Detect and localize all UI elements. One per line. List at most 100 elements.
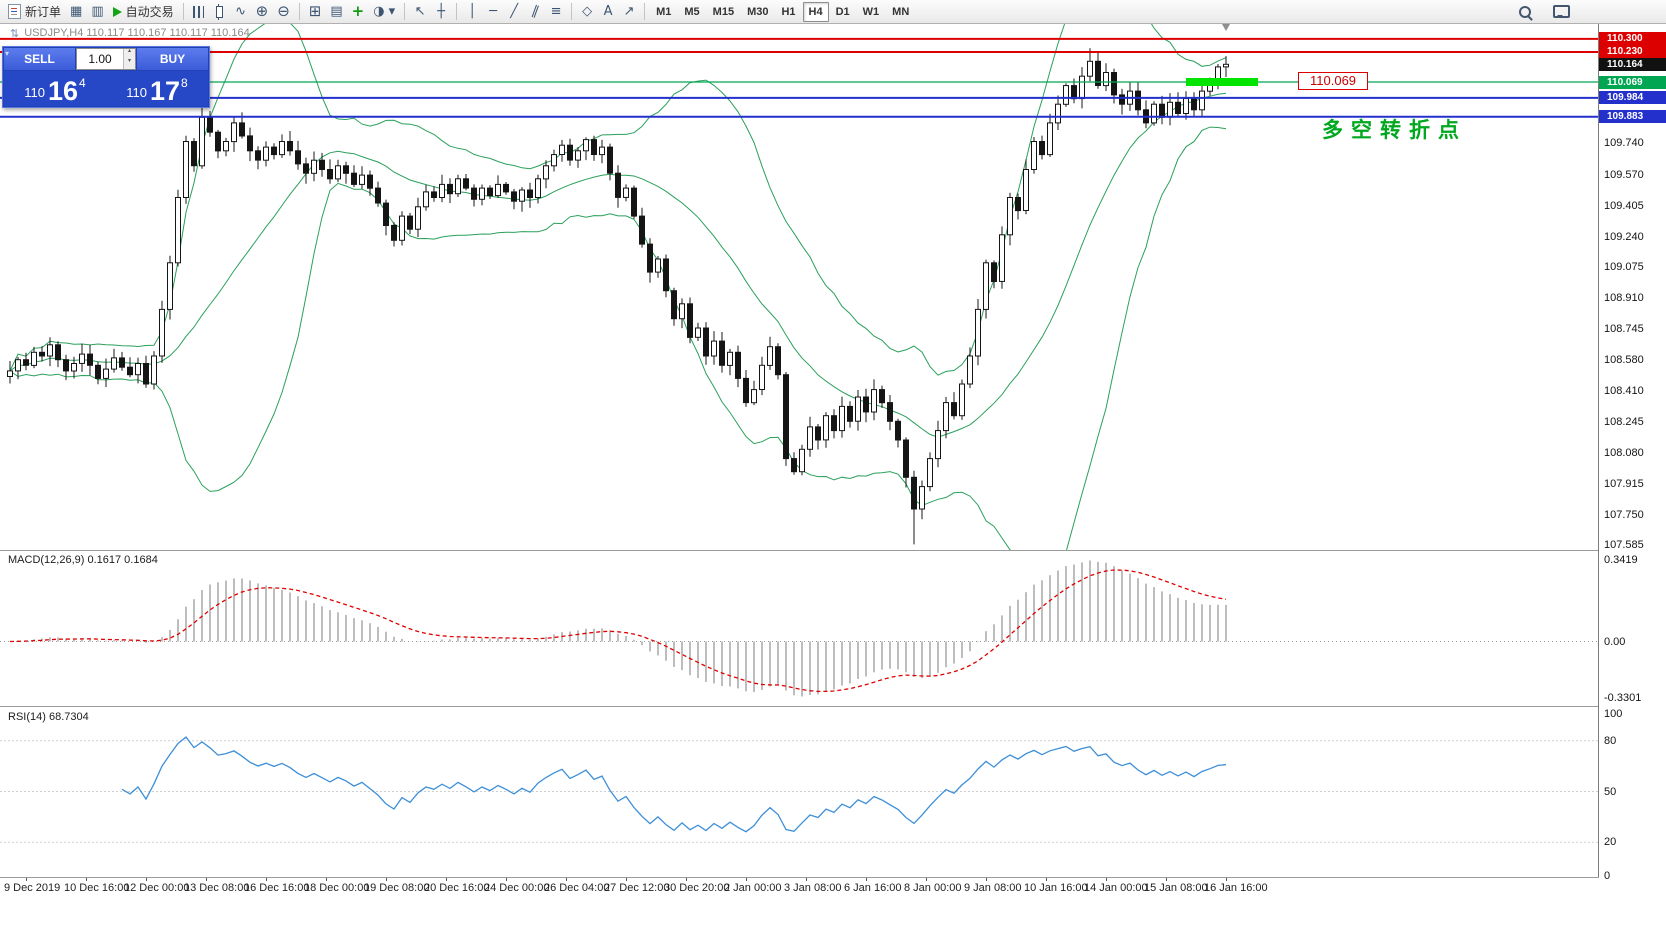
symbol-info: ⇅ USDJPY,H4 110.117 110.167 110.117 110.… [10,27,250,39]
time-label: 16 Jan 16:00 [1204,882,1268,894]
time-label: 14 Jan 00:00 [1084,882,1148,894]
volume-box: ▴ ▾ [76,48,136,70]
axis-label: -0.3301 [1604,692,1642,704]
axis-label: 109.405 [1604,199,1644,212]
chart-window-button[interactable]: ▦ [66,2,86,22]
time-tick [1226,877,1227,881]
toolbar-separator [404,3,406,20]
time-tick [326,877,327,881]
candlestick-chart[interactable] [0,24,1598,550]
timeframe-mn[interactable]: MN [886,2,915,22]
axis-label: 109.740 [1604,137,1644,150]
volume-spinner-down[interactable]: ▾ [124,58,135,69]
axis-label: 20 [1604,836,1617,849]
timeframe-h4[interactable]: H4 [802,1,829,22]
profiles-icon: ▤ [330,4,343,19]
arrow-tool-icon: ↗ [623,4,635,19]
axis-label: 100 [1604,708,1623,720]
rsi-label: RSI(14) 68.7304 [8,711,89,723]
timeframe-h1[interactable]: H1 [775,2,801,22]
text-tool-button[interactable]: A [598,2,618,22]
crosshair-button[interactable]: ┼ [431,2,451,22]
fibonacci-button[interactable]: ≡ [546,2,566,22]
bar-chart-button[interactable] [189,2,209,22]
time-tick [566,877,567,881]
timeframe-m5[interactable]: M5 [678,2,705,22]
time-label: 16 Dec 16:00 [244,882,310,894]
symbol-ohlc-text: USDJPY,H4 110.117 110.167 110.117 110.16… [24,27,250,39]
axis-label: 108.245 [1604,416,1644,429]
price-callout[interactable]: 110.069 [1298,72,1369,90]
timeframe-group: M1 M5 M15 M30 H1 H4 D1 W1 MN [650,1,915,22]
candlestick-chart-button[interactable] [210,2,230,22]
channel-button[interactable]: ∥ [525,2,545,22]
timeframe-m1[interactable]: M1 [650,2,677,22]
horizontal-line-icon: ─ [489,4,498,19]
periods-button[interactable]: ◑ ▾ [369,2,399,22]
vertical-line-button[interactable]: │ [462,2,482,22]
axis-label: 0.3419 [1604,554,1638,566]
price-axis[interactable]: 0.3419 0.00 -0.3301 100 80 50 20 0 109.740 109.57… [1599,0,1666,948]
trade-panel-controls: SELL ▴ ▾ BUY [3,47,209,70]
volume-input[interactable] [77,49,123,69]
toolbar-right-group [1515,2,1574,22]
time-tick [746,877,747,881]
time-tick [926,877,927,881]
autotrading-button[interactable]: 自动交易 [109,2,178,22]
price-tag: 109.883 [1599,110,1666,124]
time-axis[interactable]: 9 Dec 2019 10 Dec 16:00 12 Dec 00:00 13 Dec… [0,877,1598,900]
price-tag: 110.069 [1599,75,1666,89]
time-label: 27 Dec 12:00 [604,882,670,894]
indicators-button[interactable]: + [348,2,369,22]
cursor-button[interactable]: ↖ [410,2,430,22]
time-label: 6 Jan 16:00 [844,882,902,894]
search-icon [1519,5,1531,18]
axis-label: 0.00 [1604,635,1626,648]
zoom-in-icon: ⊕ [255,2,269,20]
navigator-button[interactable]: ▥ [87,2,107,22]
volume-spinner-up[interactable]: ▴ [124,48,135,59]
toolbar-separator [571,3,573,20]
collapse-trade-panel-icon[interactable]: ▾ [5,49,10,58]
time-label: 30 Dec 20:00 [664,882,730,894]
vertical-line-icon: │ [468,4,477,19]
new-order-button[interactable]: 新订单 [4,2,65,22]
panel-separator[interactable] [0,706,1666,707]
timeframe-w1[interactable]: W1 [857,2,886,22]
time-label: 19 Dec 08:00 [364,882,430,894]
rsi-indicator-chart[interactable] [0,707,1598,876]
time-tick [686,877,687,881]
chart-note[interactable]: 多空转折点 [1322,118,1467,143]
timeframe-m15[interactable]: M15 [707,2,740,22]
chat-button[interactable] [1549,2,1574,22]
profiles-button[interactable]: ▤ [326,2,346,22]
horizontal-line-button[interactable]: ─ [483,2,503,22]
shapes-icon: ◇ [582,4,593,19]
buy-button[interactable]: BUY [137,48,208,70]
new-chart-button[interactable]: ⊞ [305,2,326,22]
time-tick [866,877,867,881]
panel-separator[interactable] [0,550,1666,551]
macd-indicator-chart[interactable] [0,551,1598,706]
toolbar-separator [182,3,184,20]
time-label: 2 Jan 00:00 [724,882,782,894]
text-tool-icon: A [603,4,613,19]
zoom-in-button[interactable]: ⊕ [252,2,273,22]
timeframe-m30[interactable]: M30 [741,2,774,22]
timeframe-d1[interactable]: D1 [830,2,856,22]
line-chart-button[interactable]: ∿ [231,2,251,22]
clock-icon: ◑ [373,4,385,19]
time-label: 9 Jan 08:00 [964,882,1022,894]
buy-price-prefix: 110 [126,85,147,100]
arrow-tool-button[interactable]: ↗ [619,2,639,22]
trendline-button[interactable]: ╱ [504,2,524,22]
time-label: 8 Jan 00:00 [904,882,962,894]
toolbar-separator [644,3,646,20]
sell-button[interactable]: SELL [4,48,75,70]
axis-label: 50 [1604,785,1617,798]
zoom-out-button[interactable]: ⊖ [273,2,294,22]
time-tick [986,877,987,881]
search-button[interactable] [1515,2,1535,22]
shapes-button[interactable]: ◇ [577,2,597,22]
